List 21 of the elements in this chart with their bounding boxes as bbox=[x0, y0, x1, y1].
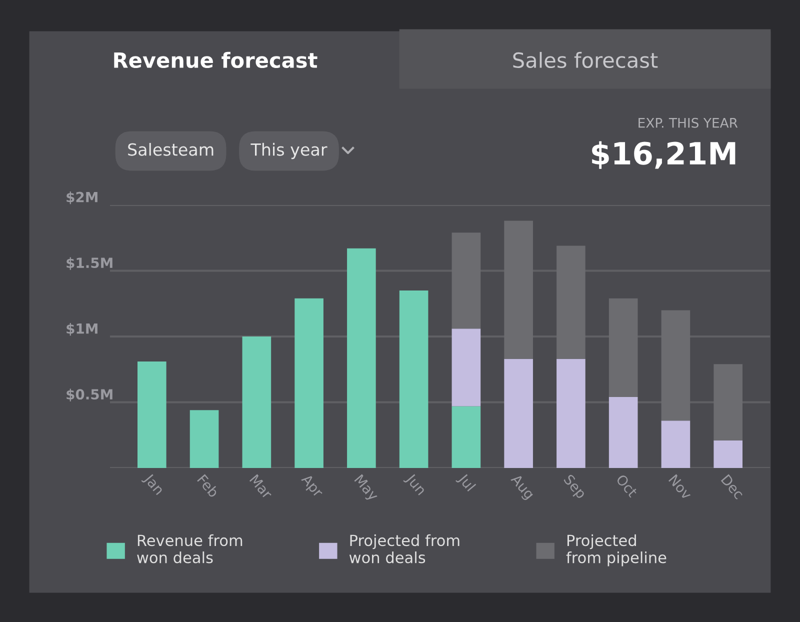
y-tick-label: $1M bbox=[66, 323, 98, 336]
chart-title: Revenue forecast bbox=[114, 52, 318, 68]
x-tick-label: Jul bbox=[456, 472, 476, 494]
y-tick-label: $1.5M bbox=[66, 257, 112, 270]
x-tick-label: Sep bbox=[561, 474, 588, 501]
x-tick-label: Jun bbox=[403, 472, 427, 498]
text: This year bbox=[250, 142, 328, 160]
x-tick-label: Jan bbox=[141, 472, 165, 497]
legend-label: Projected from pipeline bbox=[566, 534, 666, 566]
legend-label: Revenue from won deals bbox=[137, 534, 242, 564]
text: Salesteam bbox=[128, 142, 214, 156]
y-tick-label: $2M bbox=[66, 192, 98, 204]
x-tick-label: Oct bbox=[616, 474, 638, 498]
y-tick-label: $0.5M bbox=[66, 388, 112, 402]
text: Sales forecast bbox=[513, 52, 658, 68]
legend-label: Projected from won deals bbox=[349, 534, 460, 564]
x-tick-label: Feb bbox=[196, 474, 220, 498]
text: $16,21M bbox=[592, 141, 736, 169]
x-tick-label: Mar bbox=[249, 474, 274, 500]
x-tick-label: Apr bbox=[298, 473, 324, 500]
text: EXP. THIS YEAR bbox=[638, 118, 738, 128]
